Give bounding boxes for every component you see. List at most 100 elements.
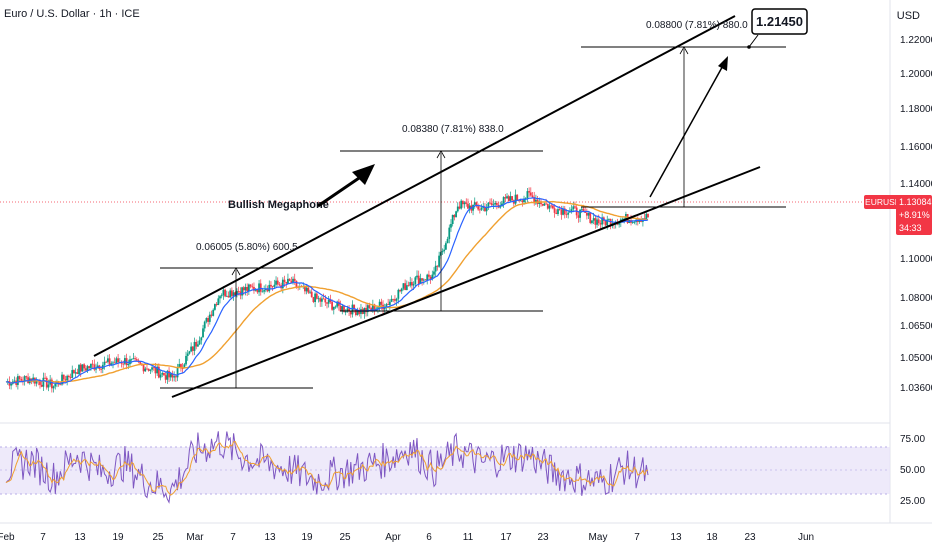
candle-body [518,200,520,201]
candle-body [535,199,537,204]
candle-body [161,372,164,375]
candle-body [455,211,457,218]
megaphone-upper-line[interactable] [93,15,736,357]
candle-body [458,206,461,209]
price-tick-label: 1.22000 [900,35,932,46]
symbol-tag[interactable] [864,195,902,209]
oscillator-average [5,441,649,496]
candle-body [186,353,189,356]
candle-body [283,279,286,282]
candle-body [292,278,294,284]
candle-body [570,209,573,212]
candle-body [198,340,201,345]
candle-body [173,376,176,378]
candle-body [168,370,170,378]
candle-body [560,209,563,215]
candle-body [450,224,452,228]
candle-body [23,376,26,382]
time-tick-label: 17 [500,532,512,543]
moving-average-fast [5,197,649,385]
time-tick-label: Feb [0,532,15,543]
candle-body [631,222,634,223]
candle-body [368,305,371,308]
candle-body [580,208,583,210]
candle-body [405,285,408,291]
price-tag[interactable] [896,195,932,235]
candle-body [467,203,469,209]
projection-arrow[interactable] [649,61,726,198]
candle-body [563,208,566,215]
candle-body [259,283,262,292]
candle-body [370,307,373,310]
candle-body [203,321,206,329]
megaphone-lower-line[interactable] [171,166,761,398]
candle-body [351,304,354,315]
candle-body [414,277,417,285]
candle-body [73,370,75,374]
candle-body [577,215,580,218]
time-tick-label: Apr [385,532,401,543]
candle-body [230,290,233,296]
candle-body [506,196,508,199]
oscillator-axis[interactable]: 75.00 50.00 25.00 [900,434,925,507]
time-axis[interactable]: Feb 7 13 19 25 Mar 7 13 19 25 Apr 6 11 17 23 May 7 13 18 23… [0,532,814,543]
target-box[interactable] [751,8,808,35]
candle-body [422,279,425,281]
candle-body [402,283,405,289]
candle-body [270,284,272,287]
candle-body [551,205,554,209]
candle-body [112,362,114,364]
candle-body [147,368,150,371]
candle-body [174,376,177,378]
candle-body [456,206,459,212]
candle-body [234,292,237,296]
measure-3-arrowhead [679,46,689,55]
candle-body [388,301,391,305]
time-tick-label: 13 [264,532,276,543]
candle-body [157,366,160,378]
candle-body [407,285,410,287]
candle-body [304,286,306,292]
candle-body [166,370,169,380]
measure-2-label: 0.08380 (7.81%) 838.0 [402,124,504,135]
candle-body [326,302,328,304]
candle-body [433,271,435,275]
currency-label[interactable]: USD [896,10,920,22]
candle-body [263,290,266,292]
oscillator-tick-label: 75.00 [900,434,925,445]
candle-body [107,358,109,362]
candle-body [373,304,376,311]
candle-body [574,206,576,208]
candle-body [480,207,483,210]
candle-body [54,383,57,387]
candle-body [444,243,447,250]
candle-body [348,308,350,311]
candle-body [332,306,335,310]
candle-body [281,279,284,289]
candle-body [589,212,592,223]
candle-body [443,249,446,252]
candle-body [327,299,330,304]
candle-body [215,304,218,306]
candle-body [409,282,412,286]
candle-body [193,341,196,351]
price-axis[interactable]: 1.22000 1.20000 1.18000 1.16000 1.14000 1.100… [900,35,932,394]
candle-body [421,278,424,281]
candle-body [67,375,70,378]
candle-body [90,363,92,368]
candle-body [441,251,444,253]
candle-body [178,364,181,368]
candle-body [120,362,123,364]
candle-body [314,293,317,303]
candle-body [253,287,255,291]
price-tick-label: 1.05000 [900,353,932,364]
candle-body [419,278,422,285]
candle-body [394,299,396,301]
candle-body [71,370,74,378]
candle-body [183,364,186,369]
candle-body [217,298,220,306]
candle-body [453,214,456,218]
candle-body [460,200,463,209]
oscillator-tick-label: 25.00 [900,496,925,507]
